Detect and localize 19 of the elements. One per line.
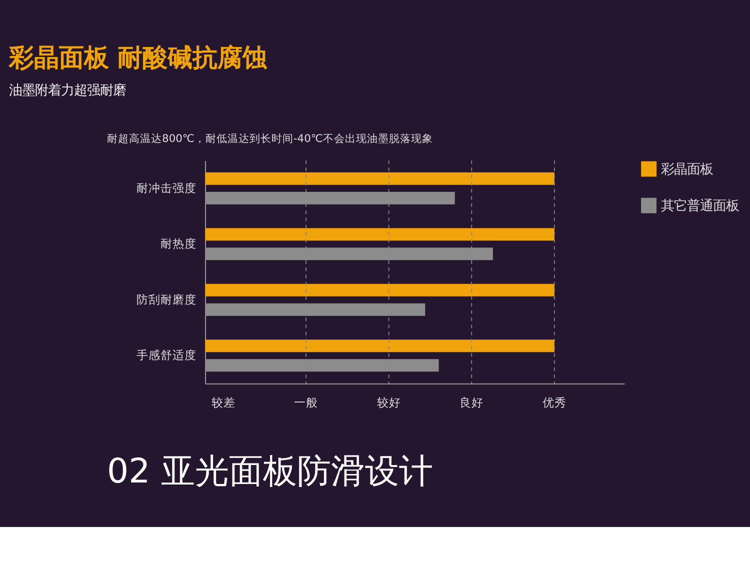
text: 一般 (294, 396, 318, 410)
legend-label: 彩晶面板 (660, 162, 713, 178)
chart-title: 彩晶面板 耐酸碱抗腐蚀 (8, 42, 268, 72)
text: 良好 (460, 396, 484, 410)
legend-label: 其它普通面板 (660, 198, 739, 214)
text: 02 亚光面板防滑设计 (107, 451, 433, 490)
y-tick-label: 耐冲击强度 (136, 180, 197, 195)
text: 较差 (211, 396, 236, 410)
y-tick-label: 防刮耐磨度 (136, 292, 197, 306)
text: 油墨附着力超强耐磨 (8, 82, 126, 99)
y-tick-label: 耐热度 (160, 236, 197, 251)
text: 优秀 (542, 396, 566, 410)
bar (205, 228, 554, 241)
bar (205, 340, 554, 352)
bar (205, 172, 554, 185)
text: 较好 (376, 396, 401, 410)
bar (205, 284, 554, 296)
text: 耐超高温达800℃，耐低温达到长时间-40℃不会出现油墨脱落现象 (107, 132, 433, 145)
y-tick-label: 手感舒适度 (136, 348, 197, 362)
